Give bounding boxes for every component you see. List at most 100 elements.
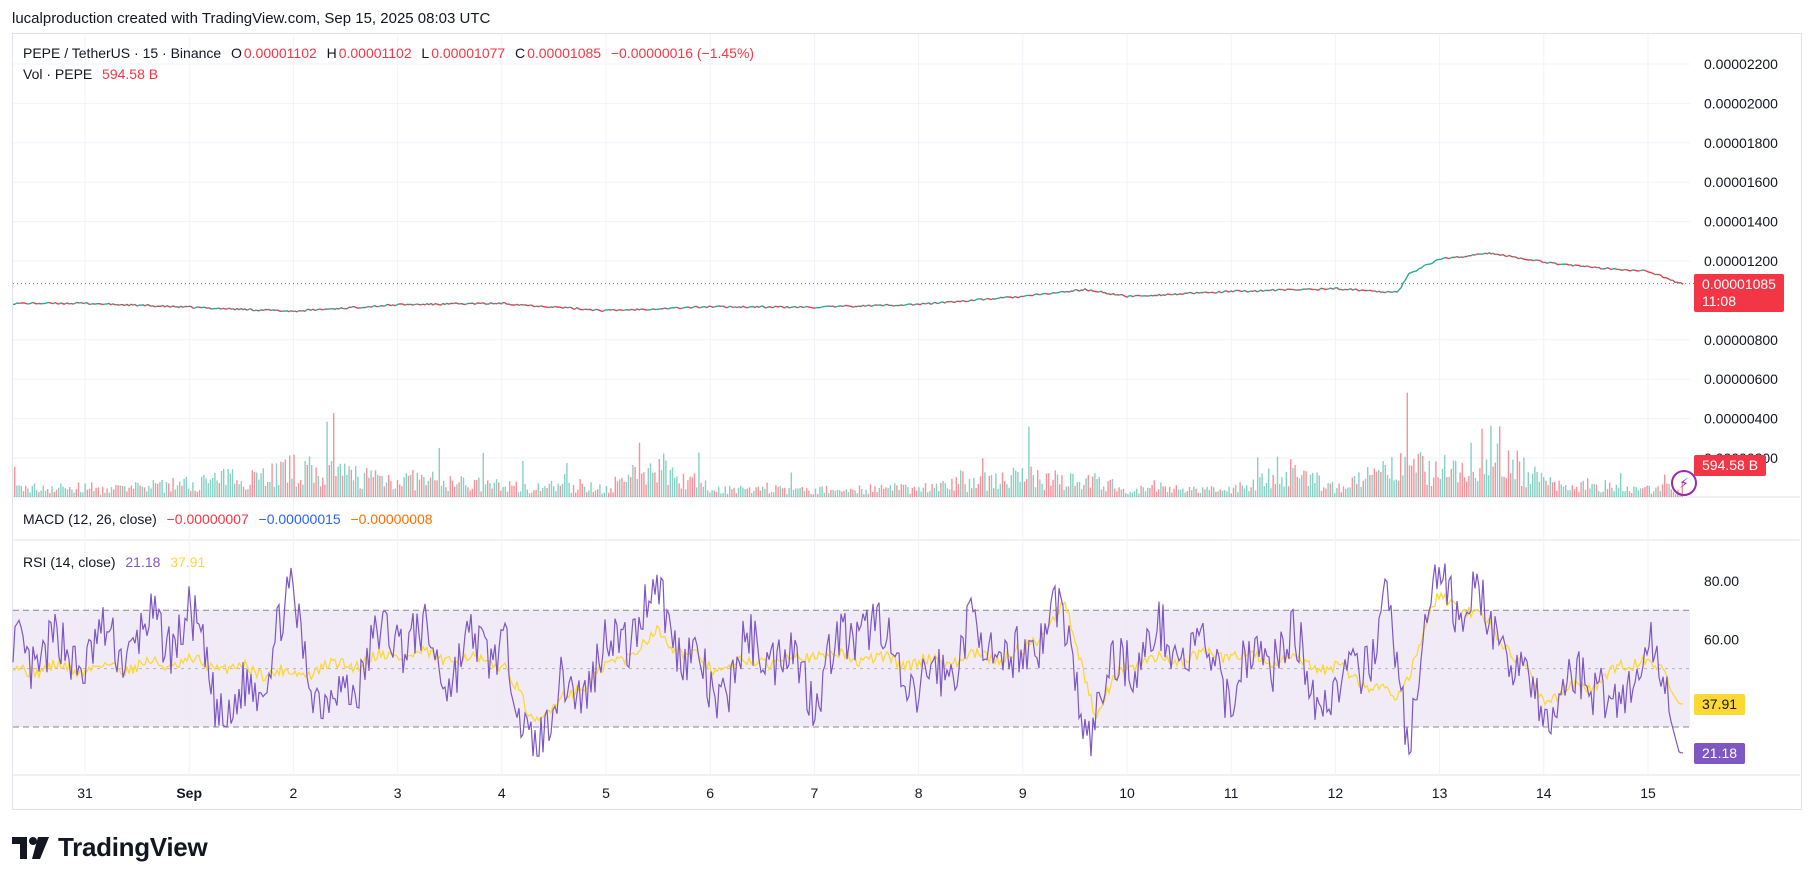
volume-bar	[1529, 484, 1532, 497]
volume-bar	[1254, 490, 1257, 497]
volume-bar	[22, 491, 25, 497]
price-candle	[872, 304, 876, 307]
volume-label[interactable]: Vol · PEPE	[23, 66, 93, 82]
volume-bar	[927, 492, 929, 497]
footer-logo[interactable]: TradingView	[12, 832, 208, 863]
price-candle	[1132, 294, 1136, 298]
volume-bar	[1406, 392, 1408, 497]
volume-bar	[267, 482, 269, 497]
volume-bar	[1338, 483, 1340, 497]
price-candle	[998, 296, 1002, 299]
volume-bar	[1364, 478, 1367, 497]
price-candle	[436, 303, 440, 306]
volume-bar	[40, 490, 42, 497]
volume-bar	[236, 480, 238, 497]
price-candle	[178, 305, 182, 309]
price-candle	[1040, 293, 1044, 296]
price-candle	[448, 302, 452, 305]
volume-bar	[159, 482, 161, 497]
rsi-label[interactable]: RSI (14, close)	[23, 554, 116, 570]
volume-bar	[443, 480, 445, 497]
price-candle	[76, 301, 80, 304]
volume-bar	[1540, 472, 1543, 497]
macd-label[interactable]: MACD (12, 26, close)	[23, 511, 157, 527]
volume-bar	[905, 484, 907, 497]
volume-bar	[1061, 475, 1063, 497]
price-candle	[554, 305, 558, 308]
price-candle	[1484, 252, 1488, 255]
volume-bar	[1512, 459, 1514, 497]
price-candle	[152, 305, 156, 308]
volume-bar	[735, 493, 737, 497]
volume-bar	[379, 475, 381, 497]
volume-bar	[990, 475, 993, 497]
price-candle	[1474, 253, 1478, 256]
volume-bar	[577, 489, 579, 497]
price-candle	[504, 302, 508, 305]
volume-bar	[69, 487, 71, 497]
price-candle	[1174, 293, 1178, 296]
volume-bar	[1188, 487, 1191, 497]
price-candle	[1248, 290, 1252, 293]
chart-frame[interactable]	[12, 33, 1802, 810]
volume-bar	[410, 474, 412, 497]
volume-bar	[1287, 486, 1290, 497]
volume-bar	[742, 487, 744, 497]
volume-bar	[350, 469, 352, 497]
price-candle	[550, 306, 554, 309]
volume-bar	[1052, 479, 1054, 497]
volume-bar	[1252, 479, 1254, 497]
volume-bar	[1221, 490, 1224, 497]
volume-bar	[359, 488, 361, 497]
volume-bar	[500, 490, 502, 497]
volume-bar	[1503, 476, 1505, 497]
volume-bar	[291, 478, 293, 497]
volume-bar	[920, 491, 922, 497]
volume-bar	[1661, 484, 1664, 497]
volume-bar	[335, 476, 337, 497]
price-candle	[538, 305, 542, 308]
symbol-label[interactable]: PEPE / TetherUS · 15 · Binance	[23, 45, 222, 61]
price-candle	[194, 306, 198, 309]
price-candle	[1522, 258, 1526, 261]
lightning-icon[interactable]: ⚡	[1671, 470, 1697, 496]
price-candle	[730, 305, 734, 309]
volume-bar	[170, 491, 172, 497]
price-candle	[1392, 290, 1396, 293]
volume-bar	[845, 489, 847, 497]
volume-bar	[671, 467, 674, 497]
price-candle	[946, 300, 950, 303]
volume-bar	[1164, 486, 1166, 497]
price-candle	[756, 305, 760, 309]
volume-bar	[71, 489, 73, 497]
volume-bar	[911, 487, 913, 497]
price-candle	[1640, 269, 1644, 272]
price-candle	[162, 304, 166, 308]
volume-bar	[1171, 492, 1173, 497]
volume-bar	[1411, 465, 1413, 497]
price-candle	[858, 305, 862, 308]
volume-bar	[1285, 472, 1287, 497]
price-candle	[246, 308, 250, 311]
volume-bar	[106, 488, 108, 497]
volume-bar	[1281, 477, 1283, 497]
price-candle	[166, 304, 170, 308]
price-candle	[754, 305, 758, 309]
volume-bar	[1048, 473, 1050, 497]
price-candle	[1058, 290, 1062, 294]
price-candle	[780, 305, 784, 308]
price-candle	[1394, 290, 1398, 293]
volume-bar	[1538, 481, 1540, 497]
volume-bar	[634, 467, 636, 497]
price-candle	[122, 304, 126, 307]
price-candle	[308, 308, 312, 312]
volume-bar	[960, 470, 962, 497]
volume-bar	[225, 485, 227, 497]
volume-bar	[1303, 470, 1305, 497]
volume-bar	[986, 490, 988, 497]
price-candle	[1404, 276, 1408, 281]
volume-bar	[198, 490, 201, 497]
volume-bar	[1446, 477, 1448, 497]
price-candle	[1254, 289, 1258, 293]
